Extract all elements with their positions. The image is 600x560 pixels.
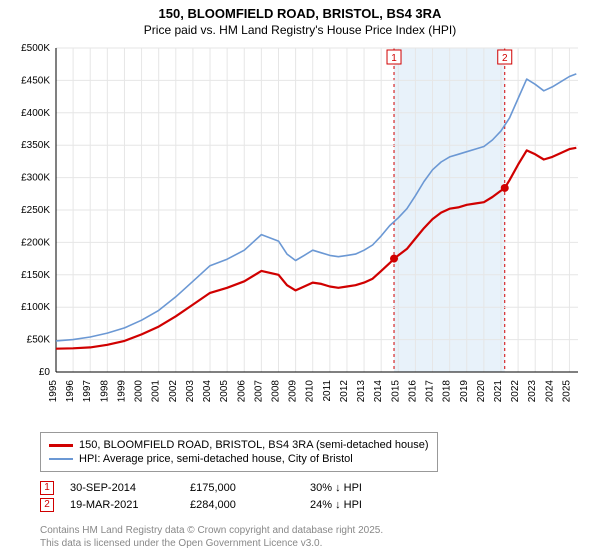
legend-swatch — [49, 444, 73, 447]
svg-text:2004: 2004 — [202, 380, 213, 403]
svg-text:£250K: £250K — [21, 205, 50, 216]
svg-text:2021: 2021 — [493, 380, 504, 403]
title-line2: Price paid vs. HM Land Registry's House … — [0, 23, 600, 37]
svg-text:1998: 1998 — [99, 380, 110, 403]
sale-rows: 1 30-SEP-2014£175,00030% ↓ HPI 2 19-MAR-202… — [40, 478, 410, 515]
svg-text:1: 1 — [391, 53, 397, 64]
svg-text:2011: 2011 — [322, 380, 333, 402]
chart-container: 150, BLOOMFIELD ROAD, BRISTOL, BS4 3RA P… — [0, 0, 600, 560]
svg-text:£150K: £150K — [21, 270, 50, 281]
svg-text:£400K: £400K — [21, 108, 50, 119]
sale-date: 19-MAR-2021 — [70, 499, 190, 511]
svg-text:2019: 2019 — [459, 380, 470, 403]
sale-marker: 2 — [40, 498, 54, 512]
svg-text:2: 2 — [502, 53, 508, 64]
sale-row: 2 19-MAR-2021£284,00024% ↓ HPI — [40, 498, 410, 512]
title-line1: 150, BLOOMFIELD ROAD, BRISTOL, BS4 3RA — [0, 6, 600, 21]
sale-diff: 30% ↓ HPI — [310, 482, 410, 494]
line-chart-svg: £0 £50K £100K £150K £200K £250K £300K £350K £400… — [18, 42, 588, 422]
svg-text:2020: 2020 — [476, 380, 487, 403]
svg-text:£0: £0 — [39, 367, 51, 378]
svg-text:2001: 2001 — [151, 380, 162, 403]
svg-text:£50K: £50K — [27, 335, 51, 346]
svg-text:2008: 2008 — [270, 380, 281, 403]
sale-price: £175,000 — [190, 482, 310, 494]
svg-text:2015: 2015 — [390, 380, 401, 403]
svg-text:2006: 2006 — [236, 380, 247, 403]
chart-plot-area: £0 £50K £100K £150K £200K £250K £300K £350K £400… — [18, 42, 588, 422]
svg-text:£100K: £100K — [21, 302, 50, 313]
svg-text:£200K: £200K — [21, 237, 50, 248]
sale-diff: 24% ↓ HPI — [310, 499, 410, 511]
svg-text:2003: 2003 — [185, 380, 196, 403]
svg-text:£350K: £350K — [21, 140, 50, 151]
legend-label: 150, BLOOMFIELD ROAD, BRISTOL, BS4 3RA (… — [79, 439, 429, 451]
svg-text:2014: 2014 — [373, 380, 384, 403]
legend-box: 150, BLOOMFIELD ROAD, BRISTOL, BS4 3RA (… — [40, 432, 438, 472]
svg-text:2016: 2016 — [407, 380, 418, 403]
svg-text:2013: 2013 — [356, 380, 367, 403]
svg-text:2009: 2009 — [288, 380, 299, 403]
legend-row: HPI: Average price, semi-detached house,… — [49, 453, 429, 465]
svg-text:2017: 2017 — [425, 380, 436, 403]
attribution-line1: Contains HM Land Registry data © Crown c… — [40, 524, 383, 537]
svg-text:2022: 2022 — [510, 380, 521, 403]
svg-text:2012: 2012 — [339, 380, 350, 403]
svg-text:2023: 2023 — [527, 380, 538, 403]
sale-date: 30-SEP-2014 — [70, 482, 190, 494]
svg-text:1997: 1997 — [82, 380, 93, 403]
svg-text:£300K: £300K — [21, 173, 50, 184]
legend-row: 150, BLOOMFIELD ROAD, BRISTOL, BS4 3RA (… — [49, 439, 429, 451]
svg-text:1999: 1999 — [116, 380, 127, 403]
sale-row: 1 30-SEP-2014£175,00030% ↓ HPI — [40, 481, 410, 495]
svg-text:2010: 2010 — [305, 380, 316, 403]
svg-text:2000: 2000 — [134, 380, 145, 403]
sale-price: £284,000 — [190, 499, 310, 511]
legend-label: HPI: Average price, semi-detached house,… — [79, 453, 353, 465]
attribution-text: Contains HM Land Registry data © Crown c… — [40, 524, 383, 550]
svg-text:£450K: £450K — [21, 75, 50, 86]
svg-text:2018: 2018 — [442, 380, 453, 403]
attribution-line2: This data is licensed under the Open Gov… — [40, 537, 383, 550]
svg-text:2007: 2007 — [253, 380, 264, 403]
sale-marker: 1 — [40, 481, 54, 495]
svg-text:£500K: £500K — [21, 43, 50, 54]
svg-text:2025: 2025 — [561, 380, 572, 403]
svg-text:2024: 2024 — [544, 380, 555, 403]
title-block: 150, BLOOMFIELD ROAD, BRISTOL, BS4 3RA P… — [0, 0, 600, 39]
svg-text:1996: 1996 — [65, 380, 76, 403]
legend-swatch — [49, 458, 73, 460]
svg-text:2005: 2005 — [219, 380, 230, 403]
svg-text:2002: 2002 — [168, 380, 179, 403]
svg-text:1995: 1995 — [48, 380, 59, 403]
